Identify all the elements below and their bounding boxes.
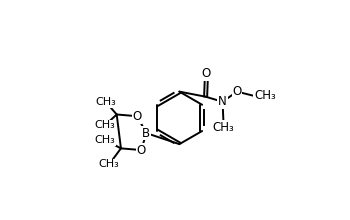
Text: O: O (136, 144, 146, 157)
Text: CH₃: CH₃ (212, 121, 234, 134)
Text: O: O (132, 110, 142, 123)
Text: CH₃: CH₃ (95, 97, 116, 107)
Text: CH₃: CH₃ (254, 89, 276, 102)
Text: O: O (202, 67, 211, 80)
Text: CH₃: CH₃ (94, 121, 115, 130)
Text: CH₃: CH₃ (94, 135, 115, 145)
Text: CH₃: CH₃ (99, 160, 119, 169)
Text: O: O (232, 85, 241, 98)
Text: N: N (218, 95, 227, 108)
Text: B: B (142, 127, 150, 140)
